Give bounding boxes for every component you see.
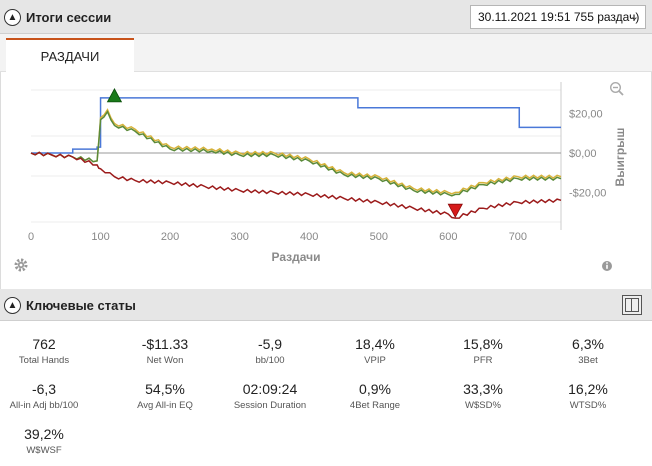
y-tick-label: $0,00: [569, 148, 597, 160]
stat-session-duration: 02:09:24 Session Duration: [215, 381, 325, 411]
session-summary-header: ▲ Итоги сессии 30.11.2021 19:51 755 разд…: [0, 0, 652, 34]
key-stats-title: Ключевые статы: [26, 298, 136, 313]
stat-label: VPIP: [364, 355, 386, 366]
x-tick-label: 100: [91, 231, 109, 243]
x-tick-label: 600: [439, 231, 457, 243]
winnings-chart: 0 100 200 300 400 500 600 700 $20,00 $0,00 -$20,00…: [0, 72, 652, 289]
stat-label: WTSD%: [569, 400, 607, 411]
y-tick-label: $20,00: [569, 109, 603, 121]
stat-4bet-range: 0,9% 4Bet Range: [320, 381, 430, 411]
session-select-value: 30.11.2021 19:51 755 раздач): [478, 10, 640, 24]
session-select[interactable]: 30.11.2021 19:51 755 раздач) ⌄: [470, 5, 646, 29]
y-tick-label: -$20,00: [569, 187, 606, 199]
stat-label: 4Bet Range: [349, 400, 401, 411]
stat-label: All-in Adj bb/100: [9, 400, 79, 411]
stat-label: bb/100: [255, 355, 285, 366]
x-tick-label: 300: [230, 231, 248, 243]
stat-label: Avg All-in EQ: [137, 400, 193, 411]
chart-svg: 0 100 200 300 400 500 600 700 $20,00 $0,00 -$20,00…: [14, 81, 627, 272]
series-line-red: [30, 151, 562, 219]
series-line-yellow: [30, 108, 562, 195]
x-axis-label: Раздачи: [272, 250, 321, 264]
stat-label: PFR: [473, 355, 493, 366]
zoom-out-icon[interactable]: [609, 81, 624, 96]
stat-value: 6,3%: [572, 336, 604, 352]
stat-value: -$11.33: [141, 336, 189, 352]
stat-value: 16,2%: [568, 381, 608, 397]
stat-vpip: 18,4% VPIP: [320, 336, 430, 366]
stat-value: 18,4%: [355, 336, 395, 352]
layout-icon[interactable]: [622, 295, 642, 315]
stat-value: 54,5%: [145, 381, 185, 397]
session-summary-title: Итоги сессии: [26, 10, 112, 25]
stat-net-won: -$11.33 Net Won: [110, 336, 220, 366]
stat-avg-allin-eq: 54,5% Avg All-in EQ: [110, 381, 220, 411]
stat-wtsd: 16,2% WTSD%: [533, 381, 643, 411]
stat-label: W$SD%: [465, 400, 501, 411]
tab-hands[interactable]: РАЗДАЧИ: [6, 38, 134, 72]
series-line-green: [30, 110, 562, 197]
x-tick-label: 0: [28, 231, 34, 243]
stat-value: 762: [32, 336, 56, 352]
stat-value: 02:09:24: [242, 381, 298, 397]
stat-value: 33,3%: [463, 381, 503, 397]
series-line-blue: [31, 97, 561, 154]
max-win-marker: [106, 88, 123, 103]
gear-icon[interactable]: [14, 258, 28, 272]
tab-bar: РАЗДАЧИ: [0, 34, 652, 72]
x-tick-label: 700: [509, 231, 527, 243]
stat-value: 15,8%: [463, 336, 503, 352]
stat-total-hands: 762 Total Hands: [0, 336, 99, 366]
stat-bb100: -5,9 bb/100: [215, 336, 325, 366]
info-icon[interactable]: [602, 261, 612, 271]
key-stats-header: ▲ Ключевые статы: [0, 289, 652, 321]
stat-value: 39,2%: [24, 426, 64, 442]
stat-wsd: 33,3% W$SD%: [428, 381, 538, 411]
stat-pfr: 15,8% PFR: [428, 336, 538, 366]
stat-label: W$WSF: [26, 445, 62, 456]
chevron-up-icon[interactable]: ▲: [4, 297, 21, 314]
stat-value: -5,9: [257, 336, 283, 352]
x-tick-label: 500: [370, 231, 388, 243]
x-tick-label: 400: [300, 231, 318, 243]
stat-3bet: 6,3% 3Bet: [533, 336, 643, 366]
stat-label: Total Hands: [18, 355, 70, 366]
stat-value: 0,9%: [359, 381, 391, 397]
stat-allin-adj: -6,3 All-in Adj bb/100: [0, 381, 99, 411]
stat-value: -6,3: [31, 381, 57, 397]
stat-wwsf: 39,2% W$WSF: [0, 426, 99, 456]
max-loss-marker: [447, 203, 463, 219]
chevron-up-icon[interactable]: ▲: [4, 9, 21, 26]
stat-label: 3Bet: [578, 355, 598, 366]
chevron-down-icon[interactable]: ⌄: [629, 11, 639, 23]
x-tick-label: 200: [161, 231, 179, 243]
stat-label: Net Won: [146, 355, 184, 366]
y-axis-label: Выигрыш: [613, 128, 627, 187]
stat-label: Session Duration: [233, 400, 307, 411]
